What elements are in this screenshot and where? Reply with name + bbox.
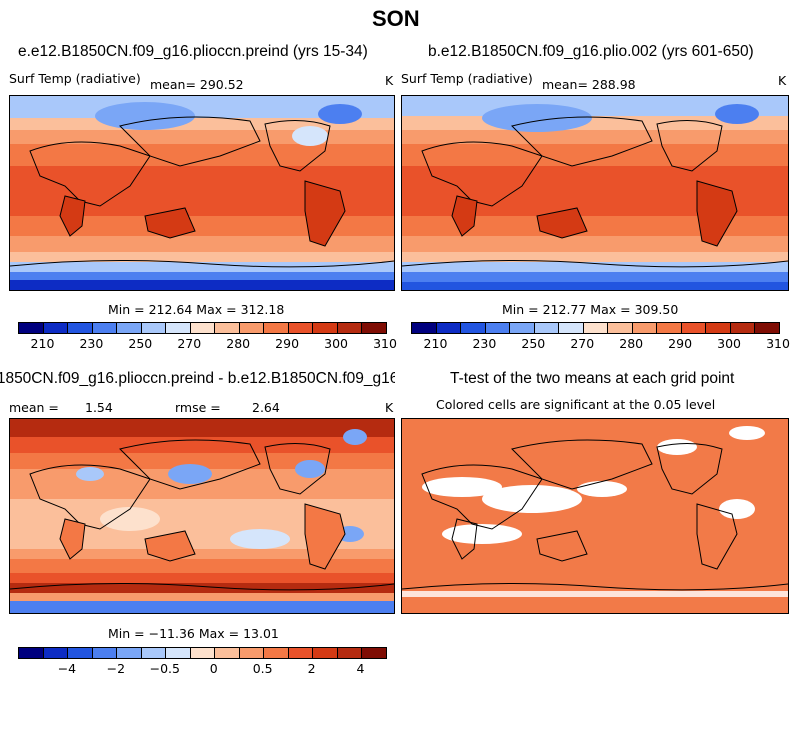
panel3-colorbar-labels: −4 −2 −0.5 0 0.5 2 4: [18, 661, 385, 677]
panel2-colorbar-swatch-8: [608, 323, 633, 333]
panel2-colorbar-swatch-13: [730, 323, 756, 333]
panel2-colorbar-tick-label-4: 280: [619, 336, 644, 351]
panel3-mean-label: mean =: [9, 400, 59, 415]
panel2-colorbar-swatch-14: [755, 323, 779, 333]
panel1-colorbar-tick-label-6: 300: [324, 336, 349, 351]
panel1-colorbar-tick-label-1: 230: [79, 336, 104, 351]
panel3-rmse-label: rmse =: [175, 400, 221, 415]
panel3-colorbar-tick-label-1: −2: [106, 661, 126, 676]
panel3-colorbar-swatch-1: [43, 648, 69, 658]
panel2-variable: Surf Temp (radiative): [401, 71, 533, 86]
panel3-colorbar-swatch-12: [313, 648, 338, 658]
panel3-colorbar-swatch-4: [117, 648, 142, 658]
panel3-colorbar-swatch-14: [362, 648, 386, 658]
panel1-colorbar-swatch-5: [141, 323, 167, 333]
panel2-colorbar-swatch-1: [436, 323, 462, 333]
panel1-colorbar-swatch-4: [117, 323, 142, 333]
panel1-variable: Surf Temp (radiative): [9, 71, 141, 86]
panel3-colorbar-swatch-0: [19, 648, 44, 658]
panel1-map: [9, 95, 395, 291]
panel1-colorbar-swatch-8: [215, 323, 240, 333]
panel2-colorbar-tick-label-3: 270: [570, 336, 595, 351]
panel2-units: K: [778, 73, 787, 88]
panel1-title: e.e12.B1850CN.f09_g16.plioccn.preind (yr…: [18, 43, 368, 60]
panel2-colorbar-swatch-12: [706, 323, 731, 333]
panel2-colorbar: [411, 322, 780, 334]
panel1-colorbar-swatch-3: [92, 323, 118, 333]
panel1-colorbar-swatch-9: [239, 323, 265, 333]
panel4-map: [401, 418, 789, 614]
panel1-colorbar: [18, 322, 387, 334]
panel1-colorbar-tick-label-7: 310: [373, 336, 397, 351]
panel3-colorbar-swatch-7: [190, 648, 216, 658]
panel2-colorbar-labels: 210 230 250 270 280 290 300 310: [411, 336, 790, 352]
panel1-colorbar-tick-label-3: 270: [177, 336, 202, 351]
panel3-colorbar-swatch-11: [288, 648, 314, 658]
panel1-colorbar-swatch-7: [190, 323, 216, 333]
panel1-colorbar-tick-label-2: 250: [128, 336, 153, 351]
panel2-title: b.e12.B1850CN.f09_g16.plio.002 (yrs 601-…: [428, 43, 754, 60]
panel3-colorbar-tick-label-6: 4: [356, 661, 365, 676]
panel1-colorbar-swatch-14: [362, 323, 386, 333]
panel1-colorbar-tick-label-0: 210: [30, 336, 55, 351]
panel3-colorbar-swatch-5: [141, 648, 167, 658]
panel2-colorbar-tick-label-0: 210: [423, 336, 448, 351]
panel1-colorbar-swatch-12: [313, 323, 338, 333]
panel1-colorbar-swatch-11: [288, 323, 314, 333]
panel2-colorbar-swatch-11: [681, 323, 707, 333]
panel2-mean: mean= 288.98: [542, 77, 636, 92]
panel3-rmse-value: 2.64: [252, 400, 280, 415]
panel3-colorbar: [18, 647, 387, 659]
panel3-colorbar-tick-label-0: −4: [57, 661, 77, 676]
panel3-colorbar-tick-label-3: 0: [209, 661, 218, 676]
panel3-colorbar-swatch-9: [239, 648, 265, 658]
panel3-title-clip: e.e12.B1850CN.f09_g16.plioccn.preind - b…: [0, 370, 395, 392]
panel2-colorbar-swatch-9: [632, 323, 658, 333]
panel2-colorbar-tick-label-1: 230: [472, 336, 497, 351]
panel2-colorbar-tick-label-6: 300: [717, 336, 742, 351]
panel2-minmax: Min = 212.77 Max = 309.50: [502, 302, 679, 317]
panel2-colorbar-swatch-5: [534, 323, 560, 333]
figure-title: SON: [372, 6, 420, 31]
panel1-mean: mean= 290.52: [150, 77, 244, 92]
panel3-colorbar-swatch-8: [215, 648, 240, 658]
panel2-map: [401, 95, 789, 291]
panel3-colorbar-swatch-13: [337, 648, 363, 658]
panel1-colorbar-tick-label-5: 290: [275, 336, 300, 351]
panel4-subtitle: Colored cells are significant at the 0.0…: [436, 397, 716, 412]
panel1-colorbar-labels: 210 230 250 270 280 290 300 310: [18, 336, 397, 352]
panel1-colorbar-swatch-13: [337, 323, 363, 333]
panel2-colorbar-tick-label-5: 290: [668, 336, 693, 351]
panel4-title: T-test of the two means at each grid poi…: [450, 370, 735, 387]
panel1-colorbar-tick-label-4: 280: [226, 336, 251, 351]
panel3-colorbar-swatch-10: [264, 648, 289, 658]
panel1-minmax: Min = 212.64 Max = 312.18: [108, 302, 285, 317]
panel3-colorbar-swatch-2: [68, 648, 93, 658]
panel2-colorbar-swatch-10: [657, 323, 682, 333]
panel1-colorbar-swatch-10: [264, 323, 289, 333]
panel3-colorbar-tick-label-5: 2: [307, 661, 316, 676]
panel3-colorbar-swatch-6: [166, 648, 191, 658]
panel3-colorbar-tick-label-2: −0.5: [149, 661, 180, 676]
panel1-colorbar-swatch-0: [19, 323, 44, 333]
panel3-map: [9, 418, 395, 614]
panel2-colorbar-swatch-3: [485, 323, 511, 333]
panel1-units: K: [385, 73, 394, 88]
panel3-title: e.e12.B1850CN.f09_g16.plioccn.preind - b…: [0, 370, 395, 387]
panel3-minmax: Min = −11.36 Max = 13.01: [108, 626, 279, 641]
panel1-colorbar-swatch-2: [68, 323, 93, 333]
panel2-colorbar-swatch-7: [583, 323, 609, 333]
panel2-colorbar-swatch-6: [559, 323, 584, 333]
panel3-mean-value: 1.54: [85, 400, 113, 415]
panel2-colorbar-swatch-0: [412, 323, 437, 333]
panel2-colorbar-swatch-2: [461, 323, 486, 333]
panel1-colorbar-swatch-6: [166, 323, 191, 333]
panel3-colorbar-tick-label-4: 0.5: [252, 661, 273, 676]
panel2-colorbar-swatch-4: [510, 323, 535, 333]
panel2-colorbar-tick-label-7: 310: [766, 336, 790, 351]
panel3-colorbar-swatch-3: [92, 648, 118, 658]
panel2-colorbar-tick-label-2: 250: [521, 336, 546, 351]
panel3-units: K: [385, 400, 394, 415]
panel1-colorbar-swatch-1: [43, 323, 69, 333]
